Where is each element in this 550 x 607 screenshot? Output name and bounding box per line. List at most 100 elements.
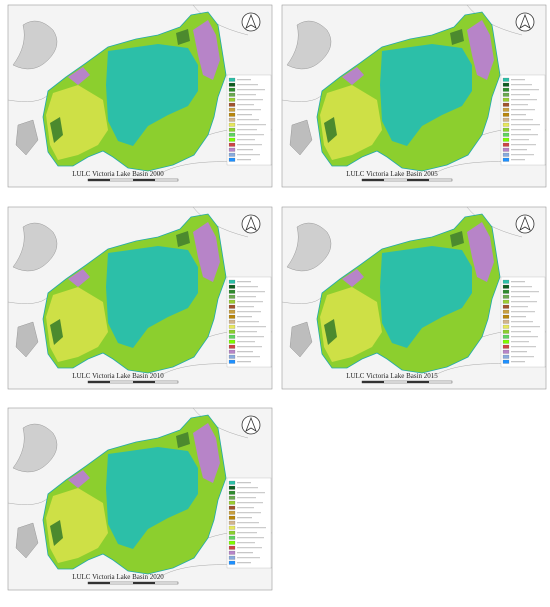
legend-swatch (502, 87, 510, 92)
legend-swatch (502, 309, 510, 314)
legend (226, 477, 272, 569)
wetland-patches (342, 222, 494, 287)
lake-outline (15, 522, 39, 559)
legend-swatch (502, 279, 510, 284)
lake-victoria (380, 246, 472, 348)
legend-swatch (502, 314, 510, 319)
legend-swatch (502, 157, 510, 162)
legend-swatch (228, 97, 236, 102)
map-panel: LULC Victoria Lake Basin 2005 (281, 4, 547, 188)
legend-swatch (228, 515, 236, 520)
legend-swatch (228, 490, 236, 495)
legend-swatch (228, 117, 236, 122)
legend-swatch (228, 147, 236, 152)
lake-outline (12, 423, 58, 473)
legend-swatch (502, 294, 510, 299)
scale-bar-fill (133, 179, 155, 181)
wetland-patches (342, 20, 494, 85)
scale-bar-fill (407, 179, 429, 181)
legend-swatch (502, 339, 510, 344)
lake-victoria (106, 44, 198, 146)
legend-swatch (502, 344, 510, 349)
legend-swatch (502, 137, 510, 142)
legend-swatch (228, 555, 236, 560)
legend-swatch (502, 112, 510, 117)
scale-bar-fill (362, 381, 384, 383)
legend-swatch (228, 152, 236, 157)
scale-bar-fill (407, 381, 429, 383)
legend (500, 74, 546, 166)
legend-swatch (502, 97, 510, 102)
legend-swatch (228, 500, 236, 505)
cropland-area (46, 488, 108, 563)
legend-swatch (228, 550, 236, 555)
lake-outline (286, 20, 332, 70)
legend (500, 276, 546, 368)
north-arrow (245, 13, 257, 29)
legend-swatch (502, 324, 510, 329)
legend-swatch (228, 354, 236, 359)
lake-outline (289, 119, 313, 156)
legend-swatch (228, 77, 236, 82)
wetland-patches (68, 20, 220, 85)
cropland-area (46, 85, 108, 160)
lake-outline (15, 321, 39, 358)
legend (226, 276, 272, 368)
legend-swatch (228, 510, 236, 515)
legend-swatch (228, 520, 236, 525)
legend-swatch (228, 284, 236, 289)
legend-swatch (228, 334, 236, 339)
scale-bar-fill (88, 381, 110, 383)
legend-swatch (228, 324, 236, 329)
legend-swatch (228, 339, 236, 344)
legend (226, 74, 272, 166)
lake-outline (289, 321, 313, 358)
north-arrow (245, 416, 257, 432)
legend-swatch (228, 314, 236, 319)
legend-swatch (228, 82, 236, 87)
legend-swatch (502, 132, 510, 137)
lake-outline (12, 20, 58, 70)
legend-swatch (228, 495, 236, 500)
legend-swatch (502, 349, 510, 354)
legend-swatch (502, 152, 510, 157)
legend-swatch (502, 142, 510, 147)
legend-swatch (502, 127, 510, 132)
legend-swatch (228, 480, 236, 485)
legend-swatch (228, 87, 236, 92)
legend-swatch (228, 525, 236, 530)
cropland-area (320, 85, 382, 160)
legend-swatch (228, 540, 236, 545)
scale-bar-fill (133, 582, 155, 584)
legend-swatch (228, 329, 236, 334)
lake-outline (15, 119, 39, 156)
lake-victoria (106, 447, 198, 549)
scale-bar-fill (88, 582, 110, 584)
wetland-patches (68, 222, 220, 287)
legend-swatch (502, 77, 510, 82)
legend-swatch (228, 485, 236, 490)
north-arrow (245, 215, 257, 231)
map-panel: LULC Victoria Lake Basin 2015 (281, 206, 547, 390)
legend-swatch (228, 142, 236, 147)
scale-bar-fill (362, 179, 384, 181)
panel-title: LULC Victoria Lake Basin 2000 (72, 170, 164, 178)
legend-swatch (228, 349, 236, 354)
legend-swatch (228, 359, 236, 364)
legend-swatch (228, 505, 236, 510)
panel-title: LULC Victoria Lake Basin 2005 (346, 170, 438, 178)
legend-swatch (502, 354, 510, 359)
legend-swatch (502, 284, 510, 289)
legend-swatch (228, 279, 236, 284)
legend-swatch (502, 359, 510, 364)
legend-swatch (502, 117, 510, 122)
legend-swatch (502, 329, 510, 334)
panel-title: LULC Victoria Lake Basin 2010 (72, 372, 164, 380)
legend-swatch (502, 319, 510, 324)
legend-swatch (502, 334, 510, 339)
north-arrow (519, 215, 531, 231)
legend-swatch (228, 319, 236, 324)
legend-swatch (502, 122, 510, 127)
map-panel: LULC Victoria Lake Basin 2000 (7, 4, 273, 188)
